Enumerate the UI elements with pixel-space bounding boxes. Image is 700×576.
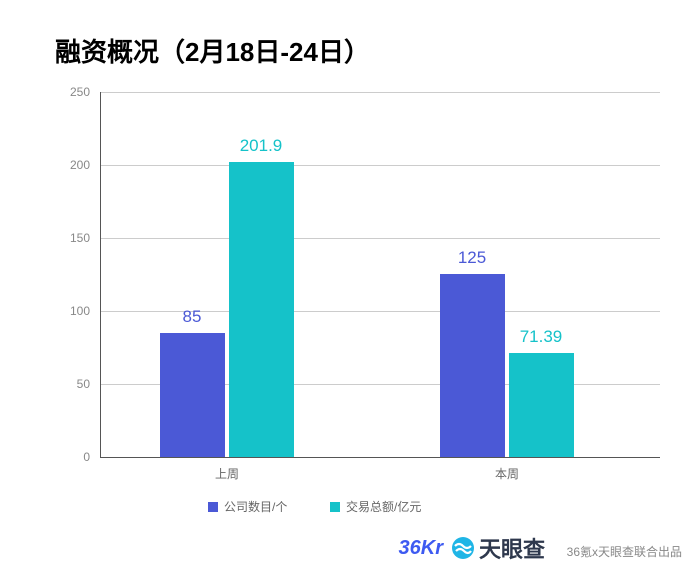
value-last-week-amount: 201.9 — [221, 136, 301, 156]
value-this-week-companies: 125 — [432, 248, 512, 268]
brand-tianyancha-text: 天眼查 — [479, 532, 545, 564]
value-this-week-amount: 71.39 — [501, 327, 581, 347]
value-last-week-companies: 85 — [152, 307, 232, 327]
x-axis — [100, 457, 660, 458]
legend-label-amount: 交易总额/亿元 — [346, 498, 421, 515]
brand-36kr: 36Kr — [399, 537, 443, 560]
x-label-this-week: 本周 — [457, 465, 557, 482]
y-axis — [100, 92, 101, 457]
legend-box-companies — [208, 502, 218, 512]
legend-amount: 交易总额/亿元 — [330, 498, 421, 515]
chart-title: 融资概况（2月18日-24日） — [55, 32, 370, 69]
footer-credit: 36氪x天眼查联合出品 — [567, 543, 682, 560]
legend-companies: 公司数目/个 — [208, 498, 287, 515]
bar-last-week-companies — [160, 333, 225, 457]
ytick-0: 0 — [58, 450, 90, 464]
brand-tianyancha: 天眼查 — [451, 532, 545, 564]
bar-this-week-amount — [509, 353, 574, 457]
ytick-150: 150 — [58, 231, 90, 245]
chart-area: 0 50 100 150 200 250 85 201.9 125 71.39 … — [50, 80, 650, 480]
ytick-200: 200 — [58, 158, 90, 172]
legend-box-amount — [330, 502, 340, 512]
ytick-50: 50 — [58, 377, 90, 391]
footer-brands: 36Kr 天眼查 — [399, 532, 546, 564]
bar-this-week-companies — [440, 274, 505, 457]
ytick-100: 100 — [58, 304, 90, 318]
ytick-250: 250 — [58, 85, 90, 99]
x-label-last-week: 上周 — [177, 465, 277, 482]
legend-label-companies: 公司数目/个 — [224, 498, 287, 515]
tianyancha-icon — [451, 536, 475, 560]
bar-group-last-week: 85 201.9 — [160, 92, 294, 457]
bar-group-this-week: 125 71.39 — [440, 92, 574, 457]
bar-last-week-amount — [229, 162, 294, 457]
